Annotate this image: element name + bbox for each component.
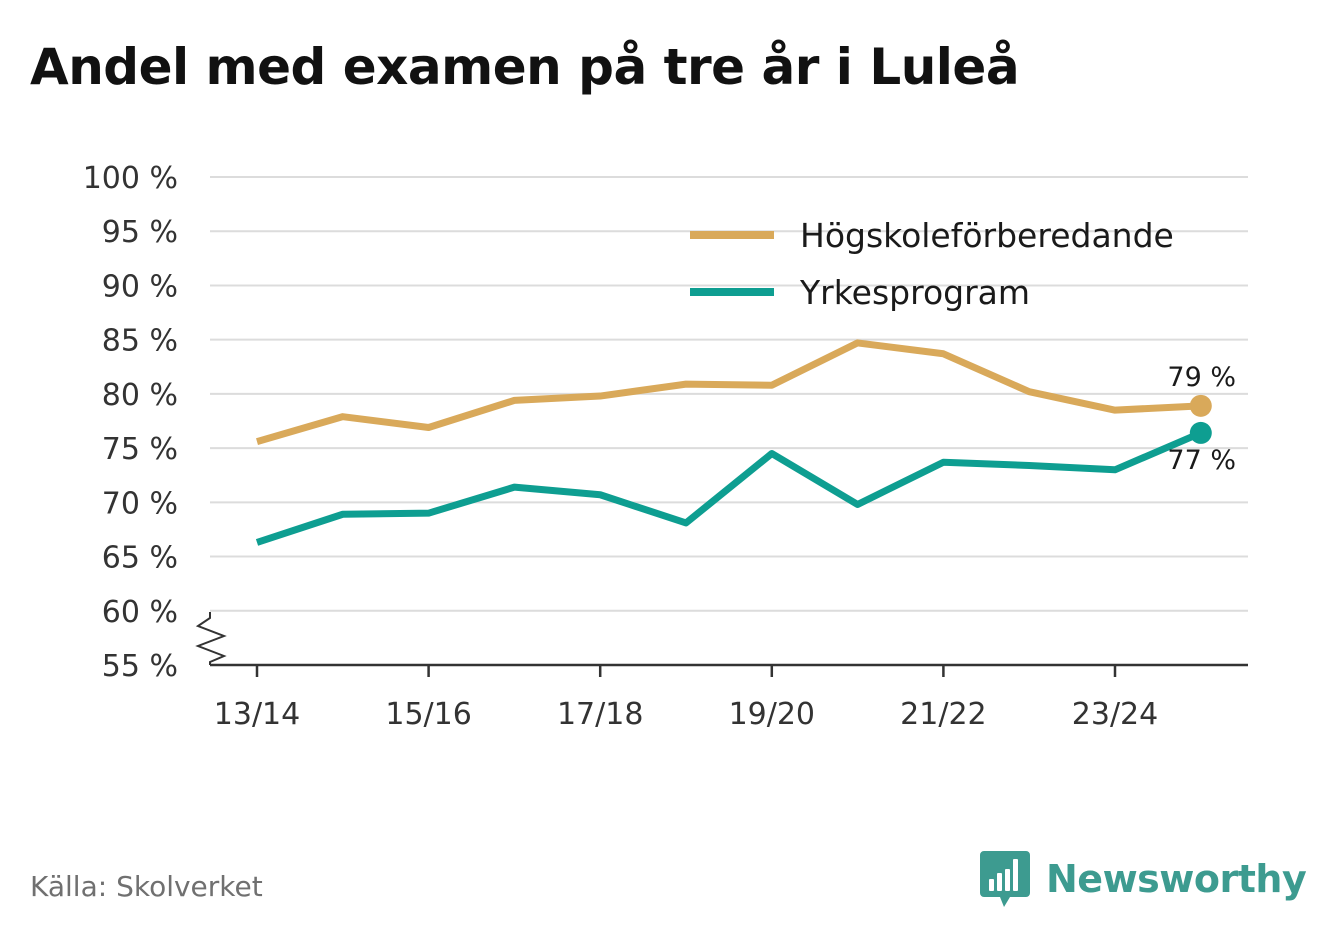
series-end-label-1: 79 % [1167,362,1236,393]
y-tick-label: 90 % [102,269,178,304]
legend: Högskoleförberedande Yrkesprogram [690,216,1174,312]
y-tick-label: 65 % [102,541,178,576]
y-tick-label: 100 % [83,161,178,196]
grid-lines [210,176,1248,612]
x-tick-label: 15/16 [385,697,471,732]
series-lines: 79 % 77 % [255,339,1236,546]
x-tick-label: 23/24 [1072,697,1158,732]
newsworthy-logo-icon [980,851,1030,907]
x-tick-label: 13/14 [214,697,300,732]
brand-name: Newsworthy [1046,857,1307,901]
series-end-marker-2 [1189,421,1212,444]
y-tick-label: 75 % [102,432,178,467]
y-tick-label: 95 % [102,215,178,250]
source-note: Källa: Skolverket [30,870,263,903]
y-tick-label: 80 % [102,378,178,413]
y-axis-ticks: 55 % 60 % 65 % 70 % 75 % 80 % 85 % 90 % 95 % 100 … [83,161,227,684]
newsworthy-logo: Newsworthy [980,848,1307,910]
y-axis-break-mark [195,612,227,665]
series-line-1 [256,339,1201,445]
y-tick-label: 55 % [102,649,178,684]
legend-label-2: Yrkesprogram [799,273,1030,312]
series-end-marker-1 [1189,394,1212,417]
y-tick-label: 70 % [102,486,178,521]
x-tick-label: 17/18 [557,697,643,732]
series-line-2 [255,429,1203,546]
x-axis: 13/14 15/16 17/18 19/20 21/22 23/24 [210,663,1248,732]
x-tick-label: 19/20 [729,697,815,732]
series-end-label-2: 77 % [1167,445,1236,476]
y-tick-label: 85 % [102,324,178,359]
x-tick-label: 21/22 [900,697,986,732]
y-tick-label: 60 % [102,595,178,630]
chart-title: Andel med examen på tre år i Luleå [30,38,1020,96]
legend-label-1: Högskoleförberedande [800,216,1174,255]
